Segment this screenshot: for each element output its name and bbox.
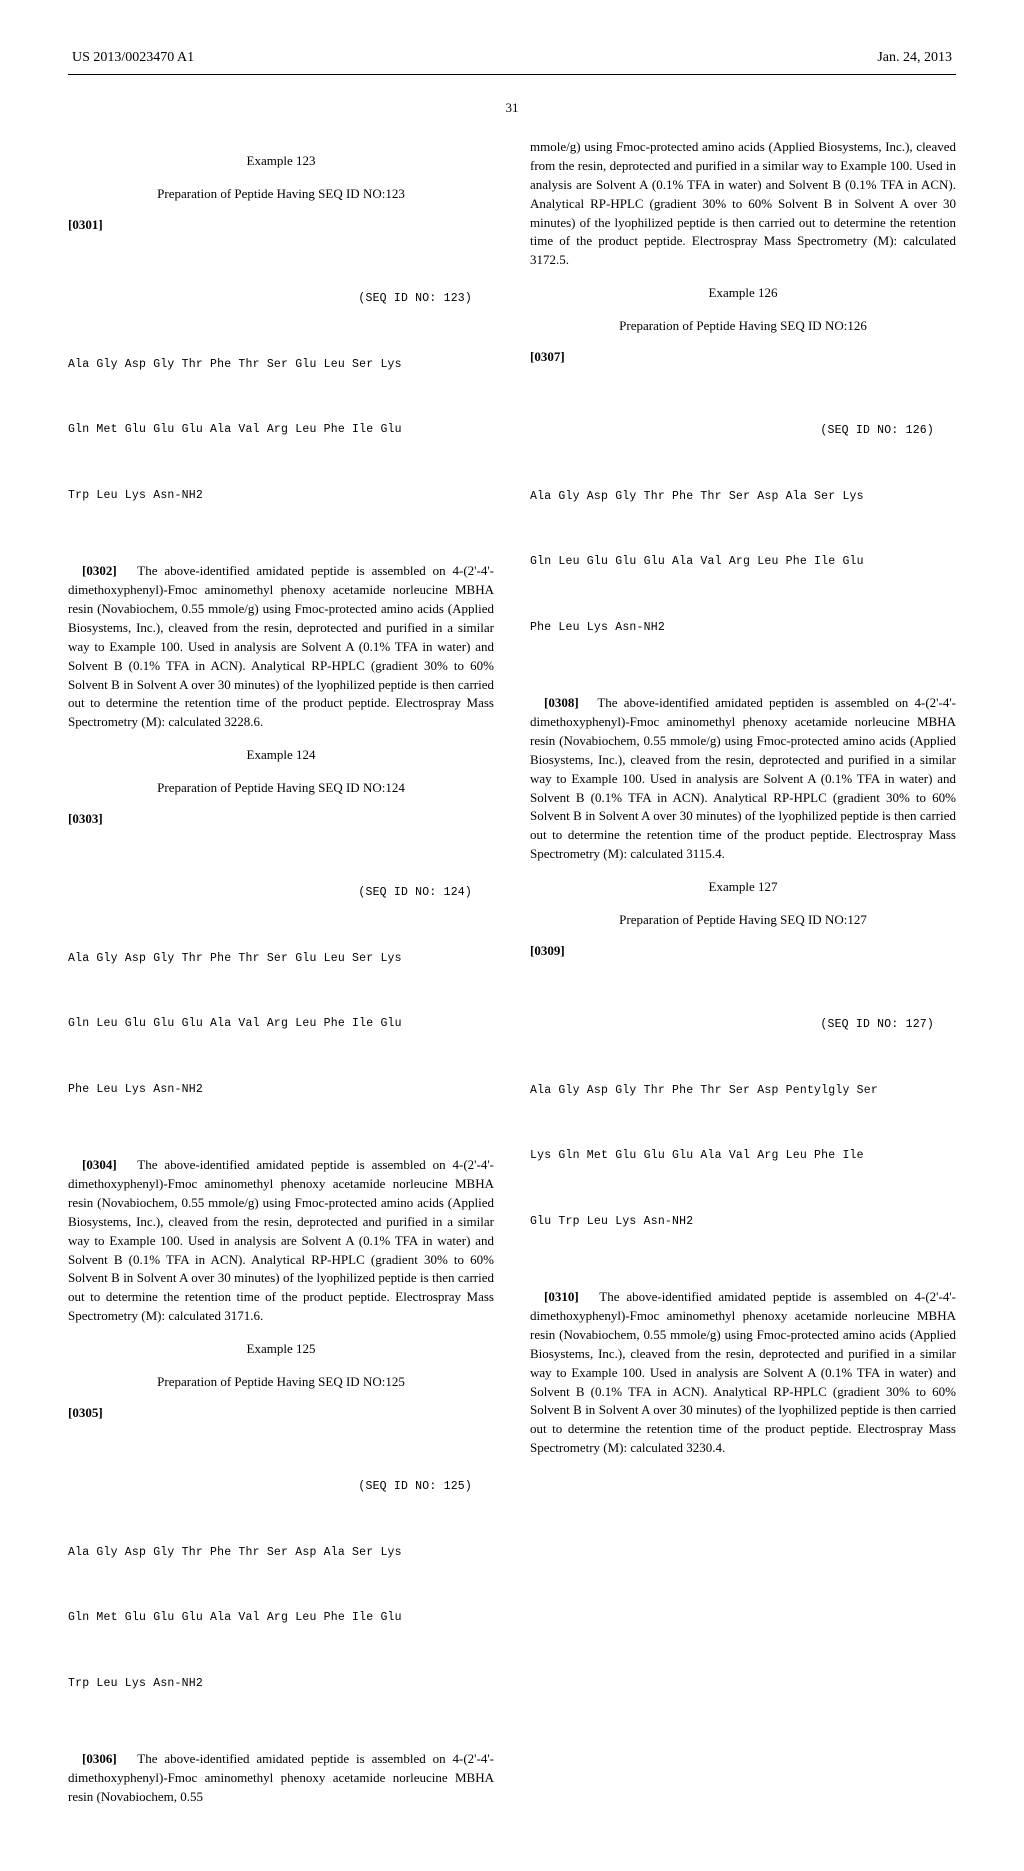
para-number: [0302]: [82, 563, 117, 578]
body-paragraph: mmole/g) using Fmoc-protected amino acid…: [530, 138, 956, 270]
example-subtitle: Preparation of Peptide Having SEQ ID NO:…: [530, 911, 956, 930]
example-continuation: mmole/g) using Fmoc-protected amino acid…: [530, 138, 956, 270]
seq-line: Ala Gly Asp Gly Thr Phe Thr Ser Glu Leu …: [68, 354, 494, 376]
seq-line: Gln Leu Glu Glu Glu Ala Val Arg Leu Phe …: [530, 551, 956, 573]
seq-id-header: (SEQ ID NO: 127): [530, 1014, 956, 1036]
body-text: The above-identified amidated peptide is…: [68, 1157, 494, 1323]
seq-line: Ala Gly Asp Gly Thr Phe Thr Ser Asp Ala …: [68, 1542, 494, 1564]
page-header: US 2013/0023470 A1 Jan. 24, 2013: [68, 48, 956, 68]
example-subtitle: Preparation of Peptide Having SEQ ID NO:…: [68, 1373, 494, 1392]
example-block: Example 123 Preparation of Peptide Havin…: [68, 152, 494, 732]
seq-line: Ala Gly Asp Gly Thr Phe Thr Ser Asp Ala …: [530, 486, 956, 508]
publication-date: Jan. 24, 2013: [877, 48, 952, 68]
sequence-block: (SEQ ID NO: 124) Ala Gly Asp Gly Thr Phe…: [68, 839, 494, 1145]
seq-line: Gln Leu Glu Glu Glu Ala Val Arg Leu Phe …: [68, 1013, 494, 1035]
seq-line: Ala Gly Asp Gly Thr Phe Thr Ser Glu Leu …: [68, 948, 494, 970]
seq-line: Trp Leu Lys Asn-NH2: [68, 1673, 494, 1695]
example-subtitle: Preparation of Peptide Having SEQ ID NO:…: [68, 779, 494, 798]
seq-id-header: (SEQ ID NO: 126): [530, 420, 956, 442]
para-number: [0309]: [530, 943, 565, 958]
sequence-block: (SEQ ID NO: 123) Ala Gly Asp Gly Thr Phe…: [68, 245, 494, 551]
seq-id-header: (SEQ ID NO: 123): [68, 288, 494, 310]
page-number: 31: [68, 99, 956, 118]
para-number: [0304]: [82, 1157, 117, 1172]
sequence-block: (SEQ ID NO: 127) Ala Gly Asp Gly Thr Phe…: [530, 971, 956, 1277]
example-subtitle: Preparation of Peptide Having SEQ ID NO:…: [68, 185, 494, 204]
body-text: The above-identified amidated peptide is…: [530, 1289, 956, 1455]
example-title: Example 125: [68, 1340, 494, 1359]
para-number: [0303]: [68, 811, 103, 826]
example-title: Example 124: [68, 746, 494, 765]
example-title: Example 123: [68, 152, 494, 171]
example-block: Example 127 Preparation of Peptide Havin…: [530, 878, 956, 1458]
example-block: Example 126 Preparation of Peptide Havin…: [530, 284, 956, 864]
para-number: [0301]: [68, 217, 103, 232]
seq-line: Trp Leu Lys Asn-NH2: [68, 485, 494, 507]
para-number: [0310]: [544, 1289, 579, 1304]
body-paragraph: [0304] The above-identified amidated pep…: [68, 1156, 494, 1326]
example-title: Example 126: [530, 284, 956, 303]
body-paragraph: [0310] The above-identified amidated pep…: [530, 1288, 956, 1458]
publication-number: US 2013/0023470 A1: [72, 48, 194, 68]
body-paragraph: [0308] The above-identified amidated pep…: [530, 694, 956, 864]
seq-id-header: (SEQ ID NO: 125): [68, 1476, 494, 1498]
para-number: [0305]: [68, 1405, 103, 1420]
body-text: mmole/g) using Fmoc-protected amino acid…: [530, 139, 956, 267]
sequence-block: (SEQ ID NO: 125) Ala Gly Asp Gly Thr Phe…: [68, 1433, 494, 1739]
seq-line: Gln Met Glu Glu Glu Ala Val Arg Leu Phe …: [68, 1607, 494, 1629]
body-text: The above-identified amidated peptide is…: [68, 563, 494, 729]
seq-line: Phe Leu Lys Asn-NH2: [530, 617, 956, 639]
seq-line: Lys Gln Met Glu Glu Glu Ala Val Arg Leu …: [530, 1145, 956, 1167]
seq-line: Gln Met Glu Glu Glu Ala Val Arg Leu Phe …: [68, 419, 494, 441]
seq-id-header: (SEQ ID NO: 124): [68, 882, 494, 904]
sequence-block: (SEQ ID NO: 126) Ala Gly Asp Gly Thr Phe…: [530, 377, 956, 683]
body-paragraph: [0302] The above-identified amidated pep…: [68, 562, 494, 732]
seq-line: Phe Leu Lys Asn-NH2: [68, 1079, 494, 1101]
seq-line: Glu Trp Leu Lys Asn-NH2: [530, 1211, 956, 1233]
example-title: Example 127: [530, 878, 956, 897]
para-number: [0306]: [82, 1751, 117, 1766]
seq-line: Ala Gly Asp Gly Thr Phe Thr Ser Asp Pent…: [530, 1080, 956, 1102]
para-number: [0308]: [544, 695, 579, 710]
body-text: The above-identified amidated peptiden i…: [530, 695, 956, 861]
para-number: [0307]: [530, 349, 565, 364]
body-paragraph: [0306] The above-identified amidated pep…: [68, 1750, 494, 1807]
example-block: Example 125 Preparation of Peptide Havin…: [68, 1340, 494, 1807]
example-block: Example 124 Preparation of Peptide Havin…: [68, 746, 494, 1326]
example-subtitle: Preparation of Peptide Having SEQ ID NO:…: [530, 317, 956, 336]
content-columns: Example 123 Preparation of Peptide Havin…: [68, 138, 956, 1811]
body-text: The above-identified amidated peptide is…: [68, 1751, 494, 1804]
header-rule: [68, 74, 956, 75]
